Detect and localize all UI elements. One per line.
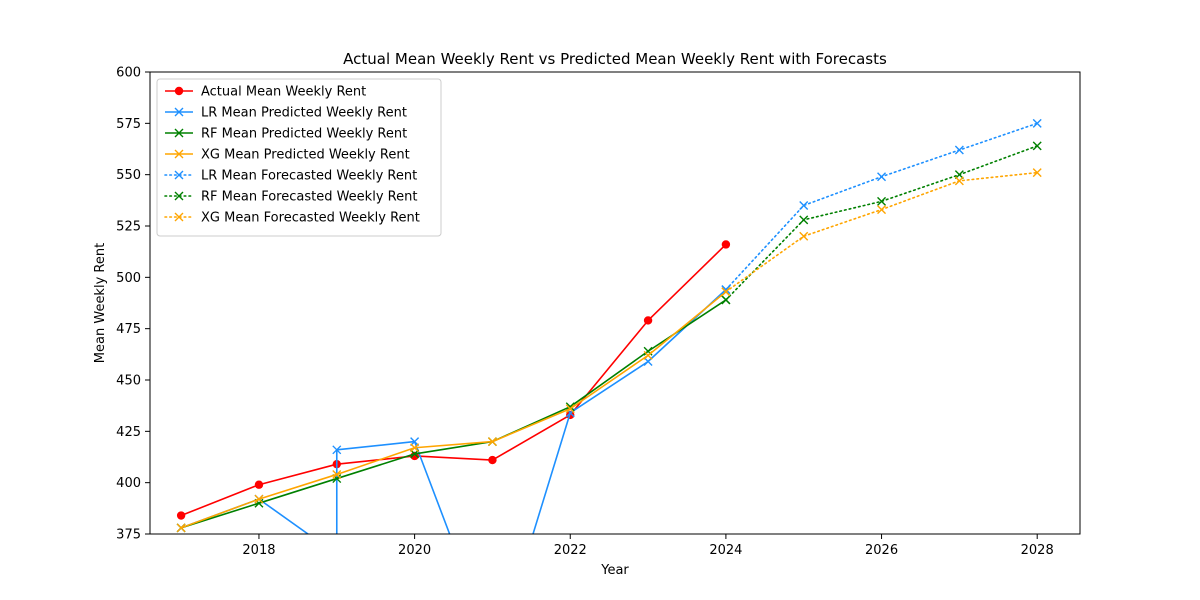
y-tick-label: 400 <box>116 476 141 491</box>
y-tick-label: 475 <box>116 322 141 337</box>
series-line-actual-mean-weekly-rent <box>180 243 727 517</box>
y-axis-label: Mean Weekly Rent <box>93 243 108 363</box>
series-rf-mean-predicted-weekly-rent <box>176 295 731 533</box>
legend-label: RF Mean Predicted Weekly Rent <box>201 127 407 142</box>
legend-marker <box>174 86 184 96</box>
chart-title: Actual Mean Weekly Rent vs Predicted Mea… <box>343 50 887 68</box>
legend-item-xg-mean-predicted-weekly-rent: XG Mean Predicted Weekly Rent <box>165 148 410 163</box>
data-point <box>176 511 186 520</box>
x-axis-label: Year <box>600 563 629 578</box>
legend-label: Actual Mean Weekly Rent <box>201 85 366 100</box>
data-point <box>1032 118 1042 128</box>
data-point <box>565 404 575 414</box>
data-point <box>721 287 731 297</box>
x-tick-label: 2024 <box>709 543 742 558</box>
y-tick-label: 550 <box>116 168 141 183</box>
data-point <box>954 145 964 155</box>
legend-marker <box>174 170 184 180</box>
legend-item-xg-mean-forecasted-weekly-rent: XG Mean Forecasted Weekly Rent <box>164 211 420 226</box>
data-point <box>643 350 653 360</box>
legend: Actual Mean Weekly Rent LR Mean Predicted… <box>156 78 442 237</box>
data-point <box>877 205 887 215</box>
series-xg-mean-forecasted-weekly-rent <box>721 168 1042 297</box>
series-line-xg-mean-predicted-weekly-rent <box>180 291 727 529</box>
y-tick-label: 450 <box>116 374 141 389</box>
y-tick-label: 425 <box>116 425 141 440</box>
data-point <box>1032 141 1042 151</box>
data-point <box>877 196 887 206</box>
legend-item-rf-mean-predicted-weekly-rent: RF Mean Predicted Weekly Rent <box>165 127 407 142</box>
legend-frame <box>156 78 442 237</box>
y-tick-label: 600 <box>116 66 141 81</box>
data-point <box>799 200 809 210</box>
x-tick-label: 2020 <box>398 543 431 558</box>
legend-label: LR Mean Forecasted Weekly Rent <box>201 169 417 184</box>
data-point <box>254 480 264 489</box>
x-tick-label: 2028 <box>1021 543 1054 558</box>
legend-marker <box>174 212 184 222</box>
data-point <box>332 445 342 455</box>
legend-label: LR Mean Predicted Weekly Rent <box>201 106 407 121</box>
plot-area <box>176 118 1042 534</box>
y-tick-label: 500 <box>116 271 141 286</box>
x-axis-ticks: 2018 2020 2022 2024 2026 2028 <box>242 534 1054 558</box>
series-rf-mean-forecasted-weekly-rent <box>721 141 1042 305</box>
series-line-rf-mean-forecasted-weekly-rent <box>725 145 1038 301</box>
series-line-rf-mean-predicted-weekly-rent <box>180 299 727 529</box>
data-point <box>332 469 342 479</box>
legend-marker <box>174 128 184 138</box>
x-tick-label: 2026 <box>865 543 898 558</box>
series-line-xg-mean-forecasted-weekly-rent <box>725 171 1038 293</box>
legend-item-rf-mean-forecasted-weekly-rent: RF Mean Forecasted Weekly Rent <box>164 190 417 205</box>
y-tick-label: 375 <box>116 528 141 543</box>
legend-item-actual-mean-weekly-rent: Actual Mean Weekly Rent <box>165 85 366 100</box>
data-point <box>721 285 731 295</box>
legend-item-lr-mean-predicted-weekly-rent: LR Mean Predicted Weekly Rent <box>165 106 407 121</box>
series-lr-mean-predicted-weekly-rent <box>176 285 731 534</box>
plot-frame <box>149 71 1081 535</box>
data-point <box>799 231 809 241</box>
data-point <box>487 437 497 447</box>
data-point <box>877 172 887 182</box>
y-tick-label: 525 <box>116 220 141 235</box>
data-point <box>721 295 731 305</box>
legend-marker <box>174 149 184 159</box>
y-tick-label: 575 <box>116 117 141 132</box>
data-point <box>799 215 809 225</box>
data-point <box>643 316 653 325</box>
series-xg-mean-predicted-weekly-rent <box>176 287 731 533</box>
series-actual-mean-weekly-rent <box>176 240 731 520</box>
series-line-lr-mean-forecasted-weekly-rent <box>725 122 1038 291</box>
legend-item-lr-mean-forecasted-weekly-rent: LR Mean Forecasted Weekly Rent <box>164 169 417 184</box>
series-lr-mean-forecasted-weekly-rent <box>721 118 1042 295</box>
data-point <box>488 455 497 465</box>
legend-label: XG Mean Forecasted Weekly Rent <box>201 211 420 226</box>
x-tick-label: 2022 <box>554 543 587 558</box>
data-point <box>1032 168 1042 178</box>
data-point <box>254 494 264 504</box>
legend-marker <box>174 191 184 201</box>
data-point <box>721 240 731 249</box>
data-point <box>410 443 420 453</box>
x-tick-label: 2018 <box>242 543 275 558</box>
series-line-lr-mean-predicted-weekly-rent <box>180 289 727 534</box>
y-axis-ticks: 375 400 425 450 475 500 525 550 575 600 <box>116 66 150 543</box>
legend-label: XG Mean Predicted Weekly Rent <box>201 148 410 163</box>
data-point <box>954 176 964 186</box>
legend-marker <box>174 107 184 117</box>
data-point <box>176 523 186 533</box>
legend-label: RF Mean Forecasted Weekly Rent <box>201 190 417 205</box>
